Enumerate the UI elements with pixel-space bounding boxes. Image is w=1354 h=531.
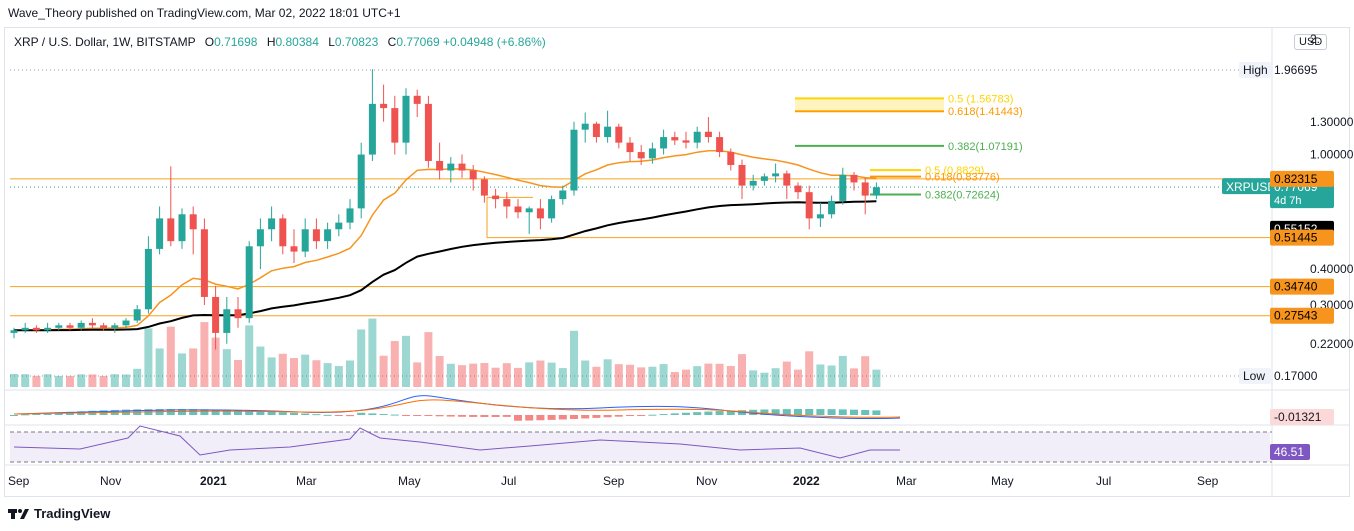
open-value: 0.71698 xyxy=(214,35,258,49)
open-label: O xyxy=(204,35,215,49)
change-value: +0.04948 (+6.86%) xyxy=(443,35,546,49)
brand-name: TradingView xyxy=(34,506,111,521)
symbol-legend: XRP / U.S. Dollar, 1W, BITSTAMP O0.71698… xyxy=(14,35,546,49)
currency-button[interactable]: USD xyxy=(1294,34,1328,50)
high-label: H xyxy=(266,35,276,49)
publisher-line: Wave_Theory published on TradingView.com… xyxy=(8,6,401,20)
footer-brand: TradingView xyxy=(8,506,110,521)
close-value: 0.77069 xyxy=(396,35,440,49)
low-label: L xyxy=(328,35,335,49)
high-value: 0.80384 xyxy=(275,35,319,49)
symbol-title: XRP / U.S. Dollar, 1W, BITSTAMP xyxy=(14,35,196,49)
low-value: 0.70823 xyxy=(334,35,379,49)
close-label: C xyxy=(387,35,397,49)
chart-frame xyxy=(4,27,1350,497)
tradingview-logo-icon xyxy=(8,508,29,519)
